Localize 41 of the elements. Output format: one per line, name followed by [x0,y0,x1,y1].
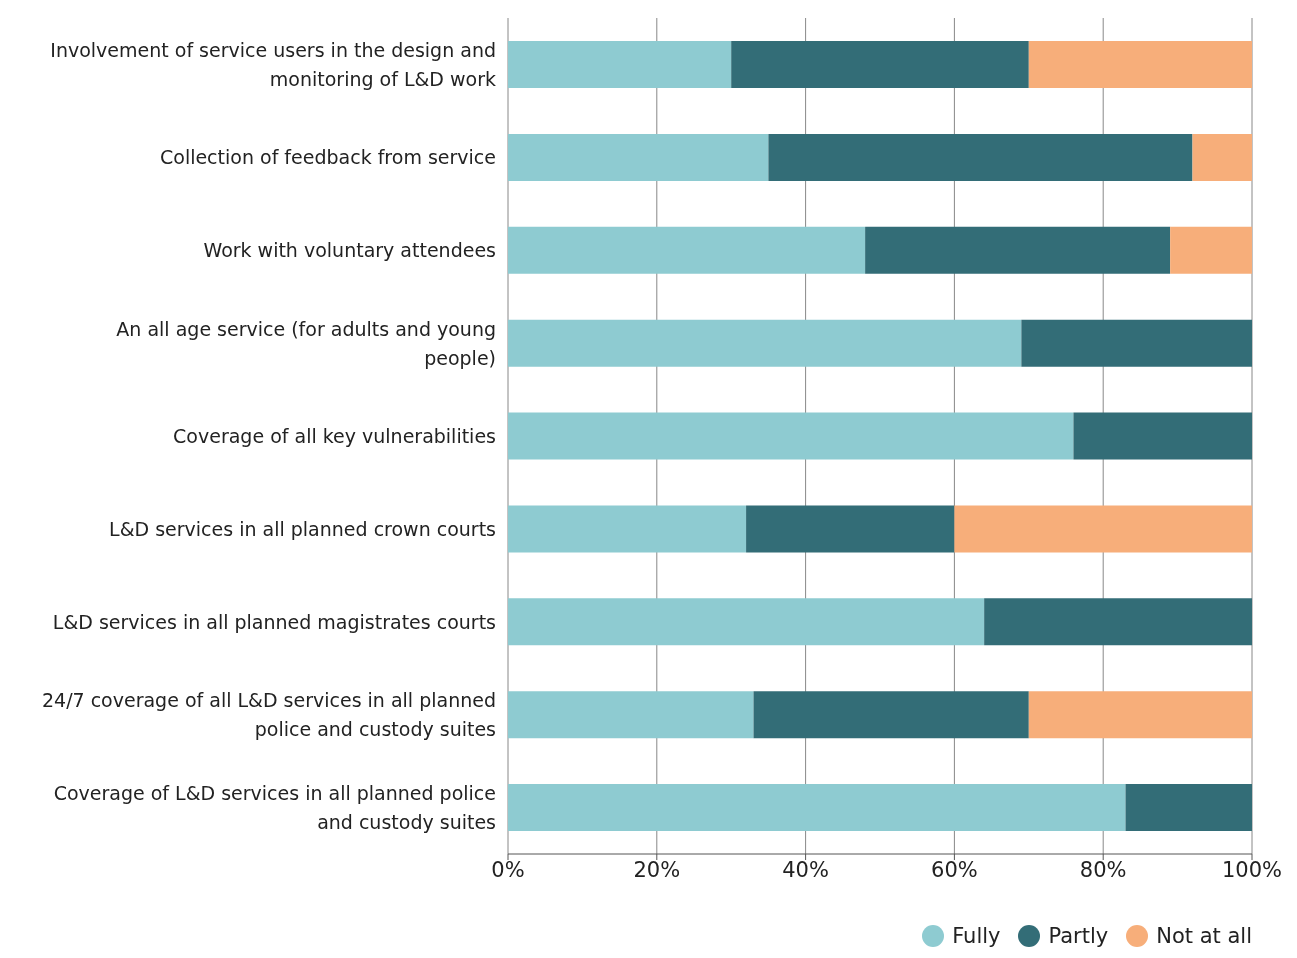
bar [984,598,1252,646]
bar [954,505,1252,553]
bar [746,505,955,553]
legend-label: Not at all [1155,924,1252,948]
y-tick-label: L&D services in all planned crown courts [109,517,496,540]
legend-label: Partly [1047,924,1109,948]
y-tick-label: An all age service (for adults and young people) [116,317,496,369]
x-tick-label: 20% [633,857,681,882]
y-tick-label: L&D services in all planned magistrates courts [52,610,496,633]
bar [508,691,754,739]
bar [753,691,1029,739]
y-tick-label: Coverage of all key vulnerabilities [173,425,496,447]
bar [508,226,866,274]
y-tick-label: 24/7 coverage of all L&D services in all planned police and custody suites [41,689,496,741]
bar [1073,412,1252,460]
x-tick-label: 80% [1079,857,1127,882]
bar [1192,133,1252,181]
bar [865,226,1171,274]
bar [508,598,985,646]
x-tick-label: 0% [491,857,525,882]
x-tick-label: 40% [782,857,829,882]
x-tick-label: 60% [931,857,978,882]
y-tick-label: Involvement of service users in the design and monitoring of L&D work [50,38,496,90]
bar [508,412,1074,460]
bar [508,41,732,88]
bar [508,133,769,181]
bar [1170,226,1252,274]
bar [1028,691,1252,739]
bar [1021,319,1252,367]
bar [731,41,1029,88]
x-tick-label: 100% [1221,857,1283,882]
y-tick-label: Work with voluntary attendees [203,239,496,262]
bar [1125,784,1252,832]
bar [768,133,1193,181]
bar [508,505,747,553]
legend-label: Fully [951,924,1001,948]
bar [508,319,1022,367]
y-tick-label: Coverage of L&D services in all planned police and custody suites [53,782,496,834]
y-tick-label: Collection of feedback from service [159,146,496,169]
bar [508,784,1126,832]
bar [1028,41,1252,88]
